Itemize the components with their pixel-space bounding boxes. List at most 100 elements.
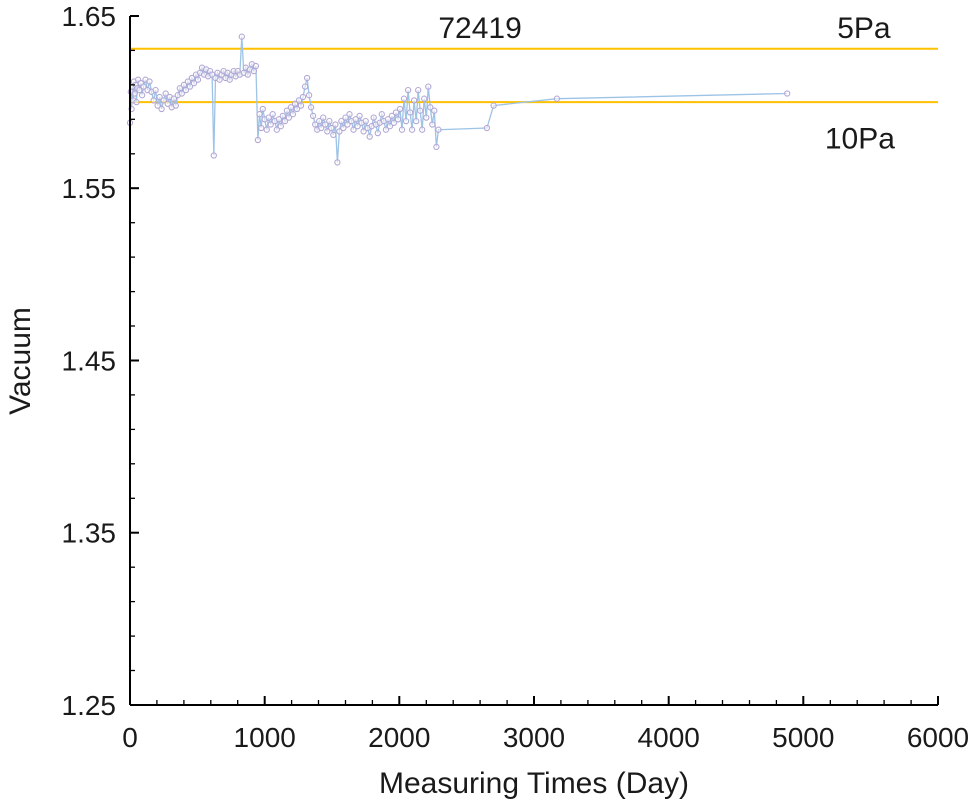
series-marker <box>423 114 430 121</box>
series-marker <box>160 97 167 104</box>
series-marker <box>170 95 177 102</box>
series-marker <box>146 78 153 85</box>
series-marker <box>427 104 434 111</box>
series-marker <box>285 114 293 121</box>
series-marker <box>258 124 265 132</box>
series-marker <box>158 105 165 113</box>
series-marker <box>330 131 337 139</box>
annotation-5pa: 5Pa <box>837 12 891 45</box>
series-marker <box>483 124 491 132</box>
series-marker <box>152 86 159 94</box>
series-marker <box>435 126 442 133</box>
series-marker <box>162 90 169 97</box>
series-marker <box>305 92 313 99</box>
series-marker <box>419 126 426 133</box>
series-marker <box>324 128 331 135</box>
series-marker <box>338 117 345 125</box>
series-marker <box>344 121 351 128</box>
series-marker <box>390 119 398 126</box>
series-marker <box>295 97 303 104</box>
series-marker <box>394 116 402 123</box>
series-marker <box>150 97 157 104</box>
series-marker <box>250 67 258 75</box>
y-tick-label: 1.65 <box>62 1 117 32</box>
series-marker <box>396 105 404 113</box>
series-marker <box>421 95 428 102</box>
series-marker <box>326 117 333 125</box>
series-marker <box>178 90 185 97</box>
series-line <box>129 36 788 163</box>
series-marker <box>297 102 305 109</box>
series-marker <box>265 114 272 121</box>
x-tick-label: 5000 <box>772 722 834 753</box>
series-marker <box>328 124 335 132</box>
y-tick-label: 1.35 <box>62 518 117 549</box>
series-marker <box>283 107 291 114</box>
annotation-10pa: 10Pa <box>825 122 895 155</box>
series-marker <box>301 83 309 90</box>
series-marker <box>299 93 307 101</box>
x-tick-label: 3000 <box>503 722 565 753</box>
series-marker <box>400 95 408 102</box>
series-marker <box>406 109 414 116</box>
series-marker <box>182 86 190 94</box>
series-marker <box>374 129 381 137</box>
series-marker <box>252 62 260 70</box>
series-marker <box>410 97 418 104</box>
series-marker <box>431 107 438 114</box>
series-marker <box>318 124 325 132</box>
series-marker <box>378 111 385 118</box>
series-marker <box>336 128 343 135</box>
series-marker <box>210 152 217 159</box>
series-marker <box>346 111 353 118</box>
series-marker <box>316 117 323 125</box>
series-marker <box>194 76 202 83</box>
annotations: 72419 5Pa 10Pa <box>438 12 895 155</box>
series-marker <box>190 80 198 87</box>
y-tick-label: 1.45 <box>62 346 117 377</box>
series-marker <box>259 105 266 113</box>
series-marker <box>332 121 339 128</box>
series-marker <box>287 104 295 111</box>
x-tick-label: 1000 <box>234 722 296 753</box>
series-marker <box>352 116 359 123</box>
series-marker <box>417 107 424 114</box>
series-marker <box>392 109 400 116</box>
series-marker <box>398 126 406 133</box>
series-marker <box>184 78 192 85</box>
series-marker <box>154 102 161 109</box>
series-marker <box>384 116 392 123</box>
series-marker <box>388 112 396 120</box>
y-tick-label: 1.25 <box>62 690 117 721</box>
series-marker <box>370 114 377 121</box>
series-marker <box>415 86 422 94</box>
series-marker <box>382 126 390 133</box>
series-marker <box>279 112 286 120</box>
series-marker <box>293 105 301 113</box>
reference-lines <box>130 47 938 104</box>
x-axis-title: Measuring Times (Day) <box>379 767 689 800</box>
series-marker <box>322 121 329 128</box>
series-marker <box>303 74 311 82</box>
series-marker <box>408 126 416 133</box>
series-marker <box>188 74 196 82</box>
series-marker <box>186 83 194 90</box>
series-marker <box>350 126 357 133</box>
series-marker <box>342 114 349 121</box>
series-marker <box>156 93 163 101</box>
series-marker <box>267 121 274 128</box>
y-tick-label: 1.55 <box>62 173 117 204</box>
series-marker <box>216 76 223 83</box>
series-marker <box>413 117 420 125</box>
x-tick-label: 0 <box>122 722 138 753</box>
series-marker <box>320 114 327 121</box>
series-marker <box>312 121 319 128</box>
series-marker <box>269 111 276 118</box>
x-tick-label: 2000 <box>368 722 430 753</box>
series-marker <box>356 112 363 120</box>
series-marker <box>334 159 341 166</box>
series-marker <box>263 126 270 133</box>
series-marker <box>291 100 299 107</box>
x-tick-label: 6000 <box>907 722 969 753</box>
